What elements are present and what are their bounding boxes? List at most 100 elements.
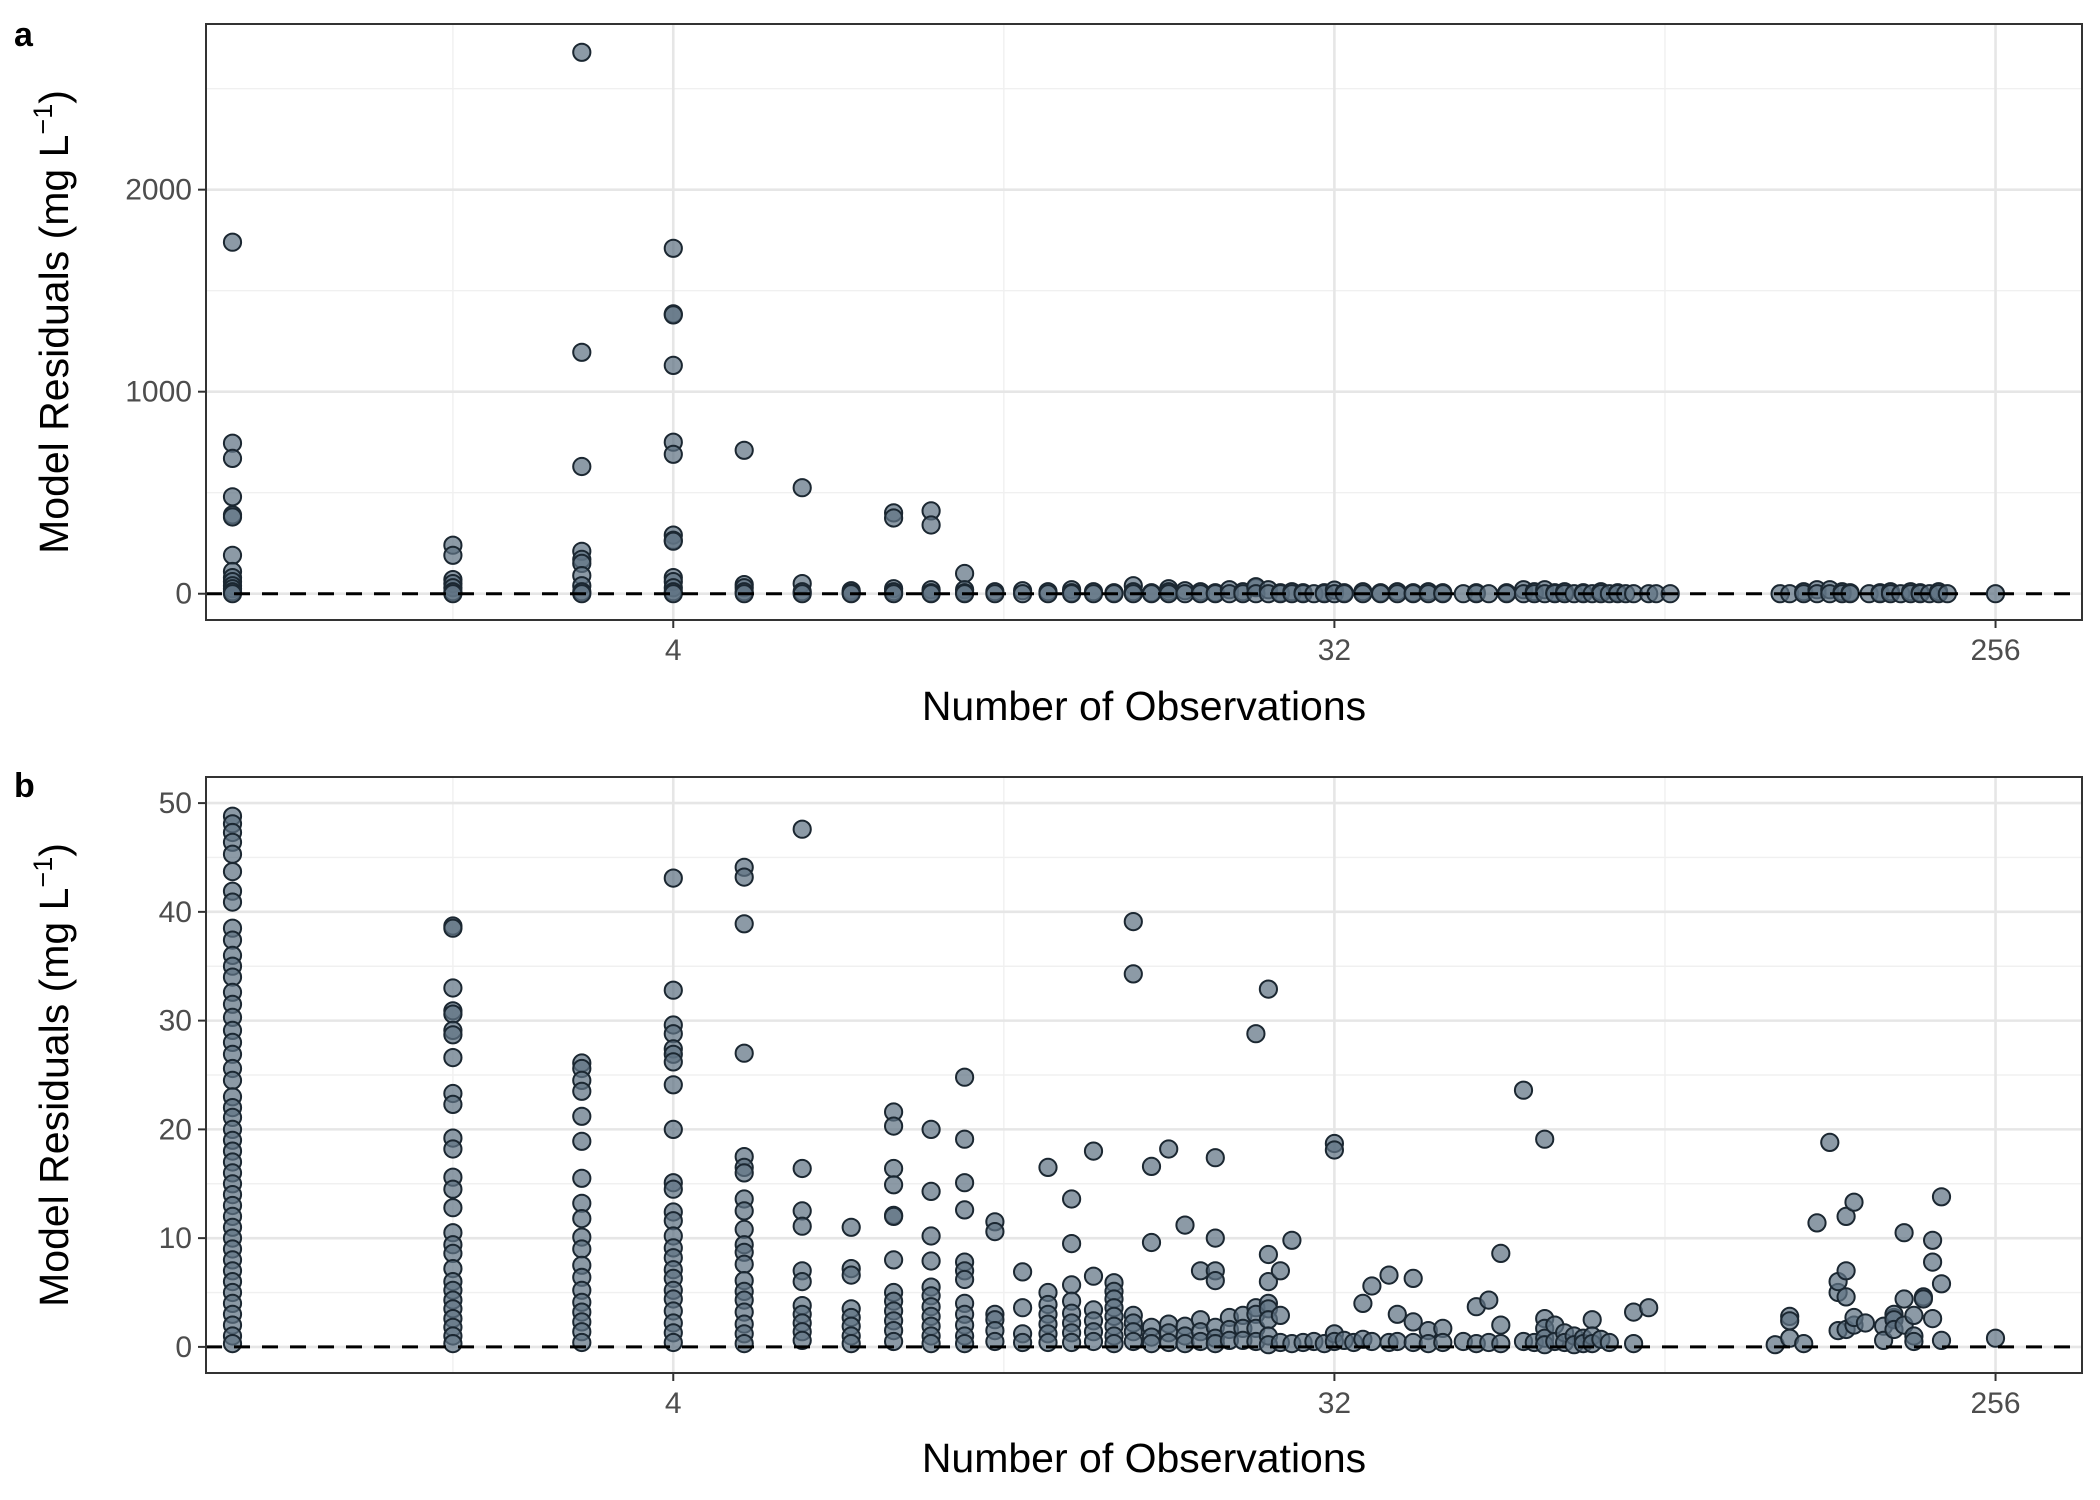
data-point: [884, 1158, 904, 1179]
data-point: [1270, 1261, 1291, 1281]
data-point: [921, 1251, 941, 1271]
y-axis-title: Model Residuals (mg L−1): [28, 90, 77, 554]
data-point: [884, 1116, 904, 1136]
panel-a: 0 1000 2000 4 32 256 a Number of Observations Mo…: [14, 16, 2083, 729]
data-point: [1062, 1234, 1082, 1254]
data-point: [663, 1119, 683, 1140]
y-tick-label: 30: [159, 1005, 192, 1038]
data-point: [1894, 1223, 1914, 1243]
data-point: [792, 1272, 812, 1292]
data-point: [1931, 1330, 1952, 1351]
data-point: [222, 1070, 243, 1091]
data-point: [921, 1334, 941, 1354]
data-point: [1820, 1132, 1840, 1153]
x-tick-label: 32: [1318, 634, 1351, 667]
data-point: [222, 448, 243, 468]
data-point: [1258, 1272, 1279, 1292]
y-axis-title: Model Residuals (mg L−1): [28, 843, 77, 1307]
y-tick-label: 2000: [125, 174, 192, 207]
data-point: [1282, 1230, 1302, 1250]
data-point: [663, 355, 683, 375]
data-point: [1599, 1332, 1620, 1353]
data-point: [734, 1334, 754, 1354]
data-point: [1855, 1313, 1876, 1333]
data-point: [734, 1254, 754, 1274]
data-point: [572, 1168, 592, 1188]
data-point: [884, 1250, 904, 1270]
data-point: [443, 978, 463, 998]
data-point: [663, 305, 683, 325]
data-point: [443, 545, 463, 565]
data-point: [1923, 1252, 1943, 1272]
data-point: [663, 980, 683, 1000]
data-point: [222, 1334, 243, 1354]
y-tick-label: 0: [175, 578, 192, 611]
data-point: [1894, 1289, 1914, 1309]
data-point: [1836, 1287, 1856, 1307]
x-tick-label: 4: [665, 634, 682, 667]
data-point: [1513, 1080, 1534, 1100]
panel-b: 0 10 20 30 40 50 4 32 256 b Number of Observations…: [14, 767, 2083, 1481]
data-point: [955, 1173, 975, 1193]
data-point: [734, 1201, 754, 1221]
data-point: [1913, 1289, 1934, 1309]
data-point: [572, 42, 592, 62]
data-point: [921, 1119, 941, 1140]
data-point: [921, 515, 941, 535]
data-point: [1387, 1304, 1407, 1324]
y-tick-label: 50: [159, 787, 192, 820]
data-point: [572, 1131, 592, 1151]
data-point: [1083, 1266, 1104, 1286]
data-point: [792, 819, 812, 839]
data-point: [663, 1332, 683, 1353]
data-point: [841, 1217, 861, 1237]
data-point: [1324, 1140, 1345, 1160]
data-point: [1923, 1309, 1943, 1329]
data-point: [1141, 1334, 1162, 1354]
data-point: [222, 892, 243, 912]
data-point: [1362, 1276, 1382, 1296]
data-point: [921, 1226, 941, 1246]
data-point: [1535, 1129, 1555, 1149]
data-point: [1246, 1024, 1266, 1044]
data-point: [1353, 1293, 1373, 1314]
data-point: [792, 478, 812, 498]
data-point: [572, 456, 592, 477]
data-point: [443, 1179, 463, 1199]
y-tick-label: 1000: [125, 376, 192, 409]
data-point: [443, 1334, 463, 1354]
data-point: [1270, 1305, 1291, 1326]
data-point: [663, 868, 683, 888]
data-point: [1175, 1215, 1195, 1235]
data-point: [734, 440, 754, 460]
data-point: [955, 1067, 975, 1087]
data-point: [1836, 1261, 1856, 1281]
data-point: [222, 487, 243, 507]
data-point: [1491, 1315, 1511, 1335]
data-point: [884, 1206, 904, 1227]
data-point: [443, 1198, 463, 1218]
data-point: [1038, 1157, 1058, 1178]
data-point: [1639, 1298, 1659, 1318]
data-point: [572, 1106, 592, 1126]
y-tick-label: 0: [175, 1331, 192, 1364]
data-point: [1062, 1275, 1082, 1295]
data-point: [1433, 1332, 1453, 1353]
data-point: [443, 1025, 463, 1045]
data-point: [1083, 1141, 1104, 1161]
data-point: [734, 1043, 754, 1063]
data-point: [1141, 1156, 1162, 1177]
data-point: [663, 444, 683, 464]
data-point: [1931, 1274, 1952, 1294]
data-point: [1491, 1334, 1511, 1354]
y-axis-title-unit: mg L: [31, 135, 77, 226]
data-point: [1258, 1244, 1279, 1265]
data-point: [1013, 1332, 1033, 1353]
data-point: [734, 1163, 754, 1183]
data-point: [663, 1179, 683, 1199]
y-axis-title-text: Model Residuals (: [31, 225, 77, 553]
data-point: [1104, 1334, 1124, 1354]
data-point: [1836, 1206, 1856, 1227]
data-point: [1205, 1271, 1225, 1291]
